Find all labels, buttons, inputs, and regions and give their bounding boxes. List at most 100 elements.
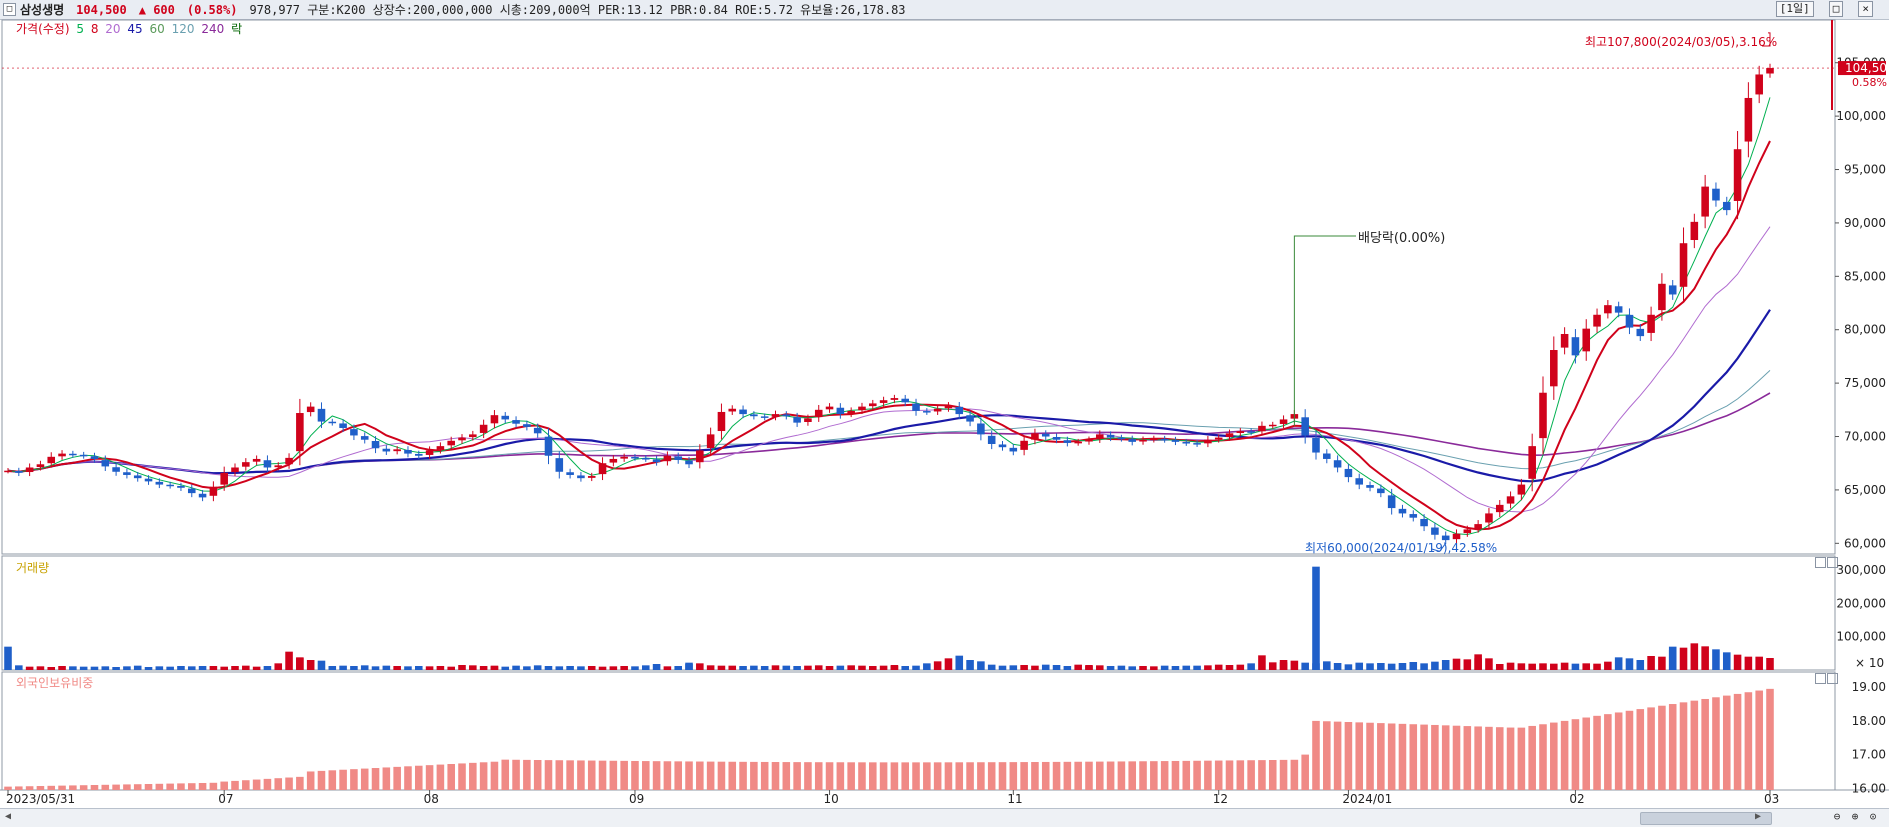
candle-body	[728, 408, 737, 412]
volume-bar	[382, 665, 391, 670]
candle-body	[350, 429, 358, 436]
foreign-ratio-bar	[966, 762, 974, 790]
candle-body	[1495, 504, 1504, 513]
volume-bar	[1712, 649, 1720, 670]
scroll-thumb[interactable]	[1640, 812, 1772, 825]
candle-body	[1225, 433, 1234, 437]
price-tick-label: 65,000	[1844, 483, 1886, 497]
price-change: ▲ 600	[138, 2, 175, 17]
foreign-ratio-bar	[436, 764, 445, 790]
volume-bar	[1539, 663, 1547, 670]
candle-body	[479, 424, 488, 433]
volume-bar	[890, 666, 899, 670]
foreign-ratio-bar	[1268, 759, 1277, 790]
candle-body	[1020, 440, 1028, 450]
volume-pane-maximize-icon[interactable]	[1815, 557, 1826, 568]
candle-body	[306, 406, 315, 413]
x-tick-label: 12	[1213, 792, 1228, 806]
candle-body	[231, 467, 239, 473]
candle-body	[1614, 306, 1623, 313]
candle-body	[382, 448, 391, 452]
candle-body	[404, 449, 412, 454]
foreign-ratio-bar	[123, 784, 131, 790]
foreign-ratio-bar	[1225, 760, 1234, 790]
foreign-tick-label: 17.00	[1852, 748, 1886, 762]
scroll-left-icon[interactable]: ◀	[4, 811, 12, 822]
foreign-ratio-bar	[512, 759, 520, 790]
candle-body	[1766, 68, 1774, 74]
horizontal-scrollbar[interactable]: ◀ ▶ ⊖ ⊕ ⊙	[0, 808, 1889, 827]
candle-body	[1377, 488, 1385, 494]
foreign-ratio-bar	[220, 781, 228, 790]
foreign-ratio-bar	[598, 760, 607, 790]
price-tick-label: 70,000	[1844, 430, 1886, 444]
foreign-pane-maximize-icon[interactable]	[1815, 673, 1826, 684]
foreign-ratio-bar	[285, 777, 293, 790]
foreign-ratio-bar	[252, 779, 261, 790]
collapse-icon[interactable]: □	[3, 3, 16, 16]
price-tick-label: 75,000	[1844, 376, 1886, 390]
ma-legend-5: 5	[76, 22, 84, 36]
x-tick-label: 08	[424, 792, 439, 806]
foreign-ratio-bar	[836, 762, 845, 790]
foreign-ratio-bar	[1398, 723, 1407, 790]
candle-body	[760, 416, 769, 418]
candle-body	[1355, 478, 1364, 485]
zoom-out-icon[interactable]: ⊖	[1833, 810, 1841, 823]
stock-name[interactable]: 삼성생명	[20, 3, 65, 17]
scroll-right-icon[interactable]: ▶	[1754, 811, 1762, 822]
current-price-tag: 104,500	[1845, 61, 1889, 75]
volume-bar	[339, 665, 347, 670]
foreign-ratio-bar	[328, 770, 337, 790]
candle-body	[836, 407, 845, 415]
zoom-in-icon[interactable]: ⊕	[1851, 810, 1859, 823]
volume-bar	[371, 666, 380, 670]
candle-body	[144, 478, 153, 482]
x-tick-label: 2023/05/31	[6, 792, 75, 806]
candle-body	[555, 458, 564, 472]
maximize-icon[interactable]: □	[1828, 1, 1844, 17]
pane-frame-1	[1, 555, 1836, 671]
candle-body	[209, 486, 218, 496]
volume-bar	[47, 667, 56, 670]
volume-bar	[1441, 660, 1450, 670]
candle-body	[1041, 433, 1050, 437]
volume-bar	[1268, 662, 1277, 670]
volume-bar	[966, 660, 974, 670]
candle-body	[814, 409, 823, 418]
candle-body	[1052, 437, 1061, 440]
candle-body	[1009, 447, 1018, 452]
candle-body	[1701, 186, 1709, 217]
volume-bar	[1690, 643, 1699, 670]
volume-bar	[1582, 663, 1591, 670]
close-icon[interactable]: ×	[1858, 1, 1873, 17]
period-button[interactable]: [1일]	[1775, 1, 1814, 17]
zoom-reset-icon[interactable]: ⊙	[1869, 810, 1877, 823]
candle-body	[966, 415, 974, 422]
candle-body	[696, 450, 704, 463]
candle-body	[955, 406, 964, 415]
volume-bar	[652, 664, 661, 670]
foreign-ratio-bar	[998, 762, 1007, 790]
stock-chart[interactable]: 105,000100,00095,00090,00085,00080,00075…	[0, 0, 1889, 808]
foreign-ratio-bar	[1366, 722, 1374, 790]
volume-bar	[512, 665, 520, 670]
volume-bar	[847, 665, 855, 670]
foreign-ratio-bar	[1550, 722, 1558, 790]
foreign-pane-close-icon[interactable]	[1827, 673, 1838, 684]
foreign-ratio-bar	[544, 760, 553, 790]
foreign-ratio-bar	[1063, 761, 1072, 790]
foreign-ratio-bar	[1193, 760, 1201, 790]
volume-bar	[90, 666, 99, 670]
volume-bar	[4, 646, 12, 670]
candle-body	[252, 458, 261, 462]
candle-body	[1247, 431, 1255, 433]
candle-body	[1204, 439, 1212, 444]
candle-body	[360, 436, 369, 440]
foreign-ratio-bar	[144, 783, 153, 790]
foreign-ratio-bar	[685, 761, 693, 790]
volume-pane-close-icon[interactable]	[1827, 557, 1838, 568]
foreign-ratio-bar	[879, 762, 888, 790]
foreign-ratio-bar	[393, 766, 401, 790]
price-tick-label: 80,000	[1844, 323, 1886, 337]
